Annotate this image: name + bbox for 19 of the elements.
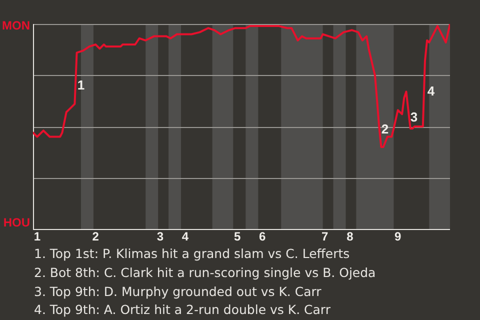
- x-tick-label: 7: [322, 230, 329, 244]
- text: 3. Top 9th: D. Murphy grounded out vs K. Carr: [34, 282, 322, 301]
- text: 1. Top 1st: P. Klimas hit a grand slam vs C. Lefferts: [34, 245, 351, 263]
- annotation: 3: [410, 110, 418, 125]
- text: 4. Top 9th: A. Ortiz hit a 2-run double vs K. Carr: [34, 301, 332, 320]
- text: 2. Bot 8th: C. Clark hit a run-scoring single vs B. Ojeda: [34, 264, 377, 282]
- x-tick-label: 9: [394, 230, 402, 244]
- x-tick-label: 2: [92, 230, 100, 244]
- x-tick-label: 1: [34, 230, 41, 244]
- x-tick-label: 6: [259, 230, 266, 244]
- annotation: 2: [381, 122, 389, 137]
- x-tick-label: 3: [156, 230, 164, 244]
- x-tick-label: 5: [234, 230, 241, 244]
- text: MON: [2, 18, 30, 32]
- text: HOU: [3, 215, 30, 230]
- x-tick-label: 8: [346, 230, 354, 244]
- annotation: 1: [77, 78, 85, 93]
- annotation: 4: [427, 84, 436, 99]
- x-tick-label: 4: [182, 230, 189, 244]
